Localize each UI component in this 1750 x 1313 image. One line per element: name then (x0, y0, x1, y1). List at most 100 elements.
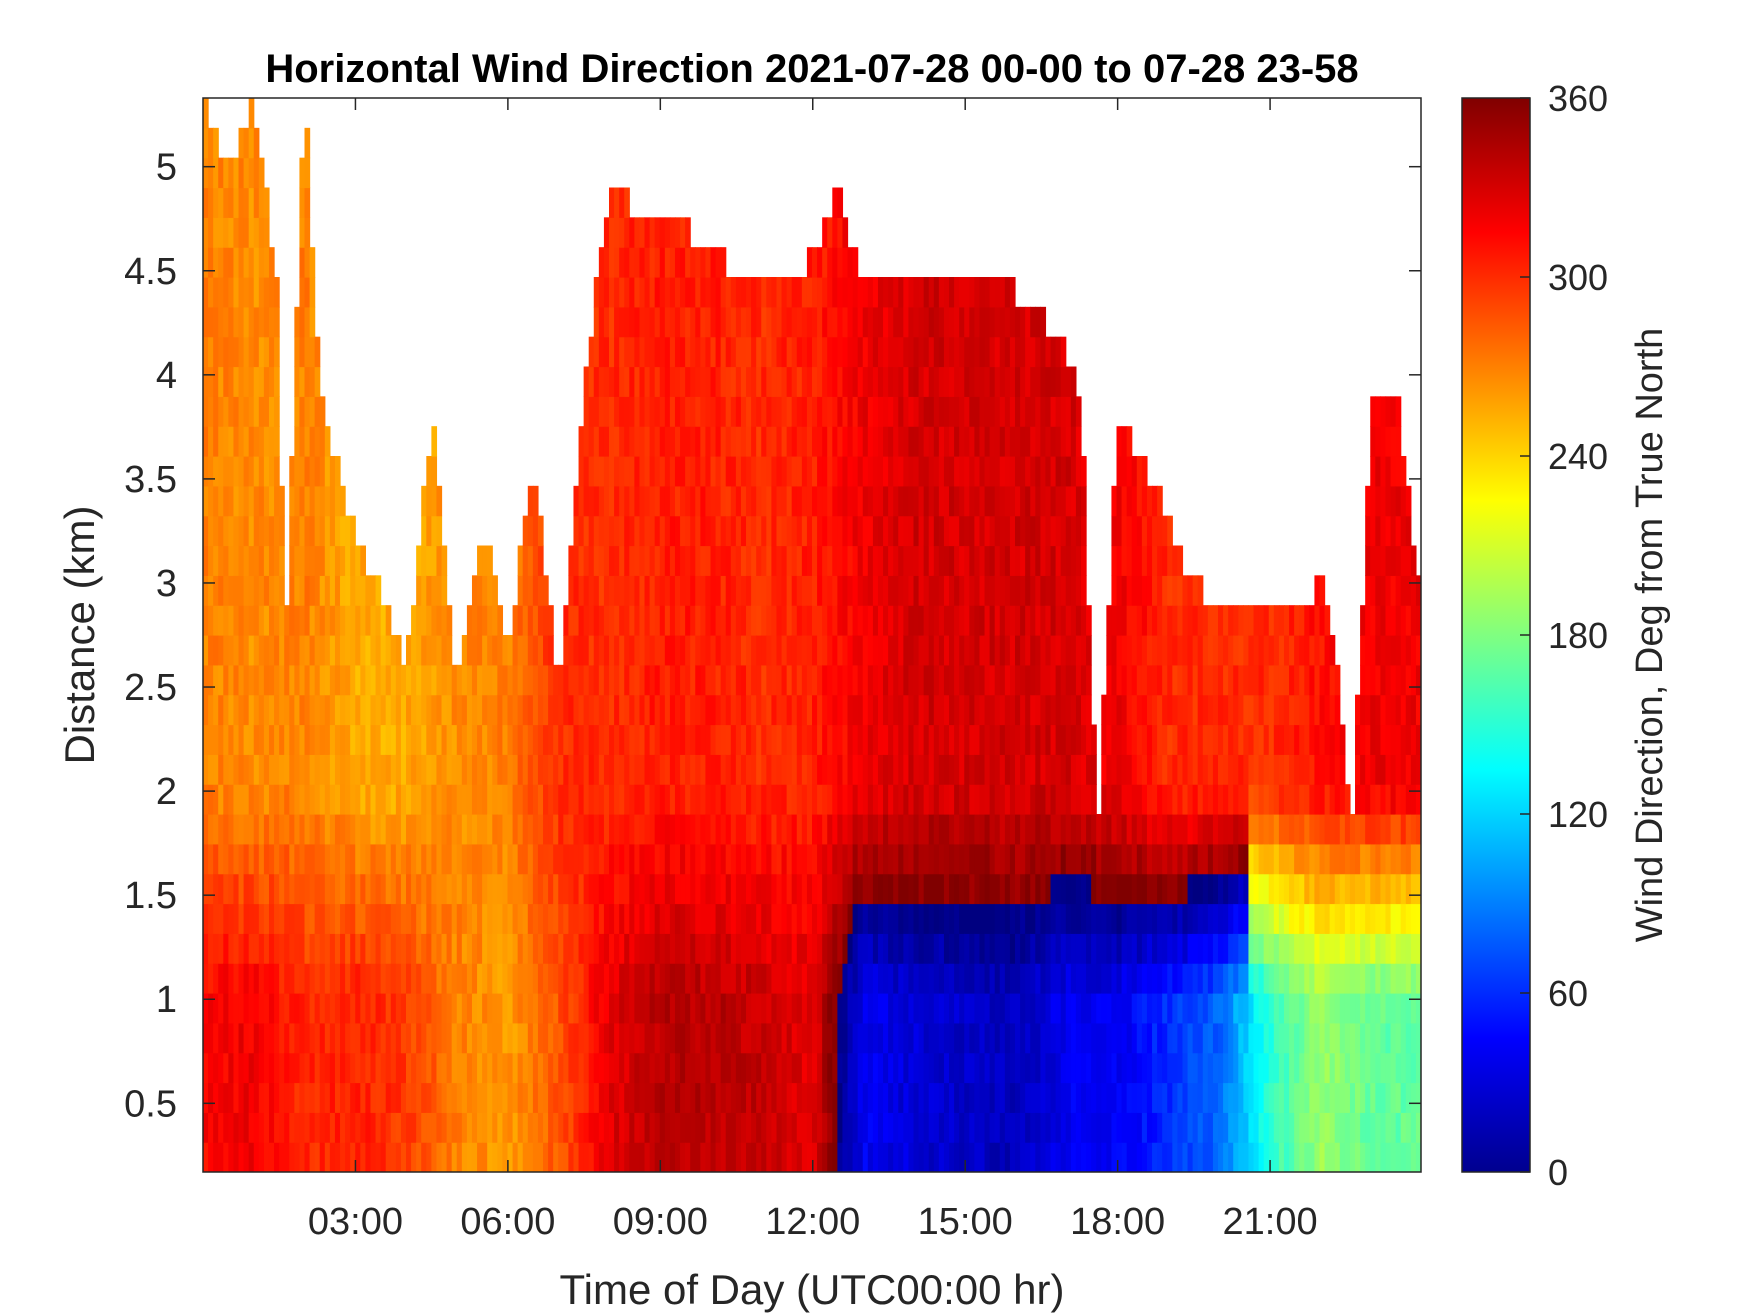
heatmap-cell (1030, 933, 1036, 964)
heatmap-cell (263, 366, 270, 397)
heatmap-cell (1025, 1082, 1031, 1113)
heatmap-cell (740, 1142, 747, 1172)
heatmap-cell (233, 814, 240, 845)
heatmap-cell (994, 843, 1001, 875)
heatmap-cell (218, 754, 224, 785)
heatmap-cell (517, 814, 524, 845)
heatmap-cell (274, 366, 280, 397)
heatmap-cell (883, 1052, 889, 1084)
heatmap-cell (223, 247, 229, 278)
heatmap-cell (380, 933, 387, 964)
heatmap-cell (329, 605, 336, 636)
heatmap-cell (598, 963, 605, 994)
heatmap-cell (375, 993, 382, 1024)
heatmap-cell (563, 1082, 569, 1113)
heatmap-cell (522, 1022, 529, 1054)
heatmap-cell (588, 694, 595, 726)
heatmap-cell (720, 1082, 727, 1113)
heatmap-cell (852, 1082, 859, 1113)
heatmap-cell (421, 903, 427, 934)
heatmap-cell (685, 1022, 691, 1054)
heatmap-cell (340, 1082, 346, 1113)
heatmap-cell (421, 993, 427, 1024)
heatmap-cell (796, 366, 803, 397)
heatmap-cell (1060, 336, 1067, 368)
heatmap-cell (1086, 873, 1092, 905)
heatmap-cell (543, 605, 549, 636)
heatmap-cell (517, 664, 524, 696)
heatmap-cell (872, 366, 879, 397)
heatmap-cell (324, 873, 331, 905)
heatmap-cell (314, 1112, 321, 1143)
heatmap-cell (735, 515, 742, 547)
heatmap-cell (253, 1112, 260, 1143)
heatmap-cell (918, 1112, 925, 1143)
heatmap-cell (801, 664, 808, 696)
heatmap-cell (253, 1082, 260, 1113)
heatmap-cell (1009, 605, 1016, 636)
heatmap-cell (573, 605, 580, 636)
heatmap-cell (619, 724, 625, 755)
heatmap-cell (598, 754, 605, 785)
heatmap-cell (761, 843, 767, 875)
heatmap-cell (700, 1022, 707, 1054)
heatmap-cell (619, 336, 625, 368)
heatmap-cell (274, 664, 280, 696)
heatmap-cell (223, 724, 229, 755)
heatmap-cell (680, 933, 686, 964)
heatmap-cell (314, 1082, 321, 1113)
heatmap-cell (421, 1052, 427, 1084)
heatmap-cell (664, 903, 671, 934)
heatmap-cell (730, 545, 737, 576)
heatmap-cell (1020, 1112, 1026, 1143)
heatmap-cell (690, 933, 696, 964)
heatmap-cell (350, 814, 356, 845)
heatmap-cell (801, 515, 808, 547)
heatmap-cell (908, 754, 915, 785)
heatmap-cell (812, 963, 818, 994)
heatmap-cell (751, 903, 757, 934)
heatmap-cell (588, 784, 595, 815)
heatmap-cell (1055, 635, 1062, 666)
heatmap-cell (898, 724, 904, 755)
heatmap-cell (1111, 1052, 1118, 1084)
heatmap-cell (1009, 933, 1016, 964)
heatmap-cell (715, 336, 722, 368)
heatmap-cell (1020, 575, 1026, 606)
heatmap-cell (1015, 515, 1021, 547)
heatmap-cell (477, 635, 483, 666)
heatmap-cell (943, 1022, 950, 1054)
heatmap-cell (979, 426, 986, 457)
heatmap-cell (492, 605, 498, 636)
heatmap-cell (370, 754, 377, 785)
heatmap-cell (1030, 1112, 1036, 1143)
heatmap-cell (400, 963, 407, 994)
heatmap-cell (959, 933, 965, 964)
heatmap-cell (390, 664, 397, 696)
heatmap-cell (274, 814, 280, 845)
heatmap-cell (1004, 485, 1011, 517)
heatmap-cell (913, 873, 920, 905)
heatmap-cell (380, 724, 387, 755)
heatmap-cell (203, 515, 209, 547)
heatmap-cell (674, 575, 681, 606)
heatmap-cell (796, 814, 803, 845)
heatmap-cell (1065, 814, 1072, 845)
heatmap-cell (883, 784, 889, 815)
heatmap-cell (908, 485, 915, 517)
heatmap-cell (507, 664, 514, 696)
heatmap-cell (583, 814, 590, 845)
heatmap-cell (1121, 575, 1128, 606)
heatmap-cell (756, 306, 762, 338)
heatmap-cell (629, 485, 635, 517)
heatmap-cell (720, 575, 727, 606)
heatmap-cell (1040, 515, 1047, 547)
heatmap-cell (568, 724, 575, 755)
heatmap-cell (806, 575, 813, 606)
heatmap-cell (664, 993, 671, 1024)
heatmap-cell (847, 1022, 854, 1054)
heatmap-cell (340, 664, 346, 696)
heatmap-cell (1040, 963, 1047, 994)
heatmap-cell (964, 754, 970, 785)
heatmap-cell (532, 1082, 539, 1113)
